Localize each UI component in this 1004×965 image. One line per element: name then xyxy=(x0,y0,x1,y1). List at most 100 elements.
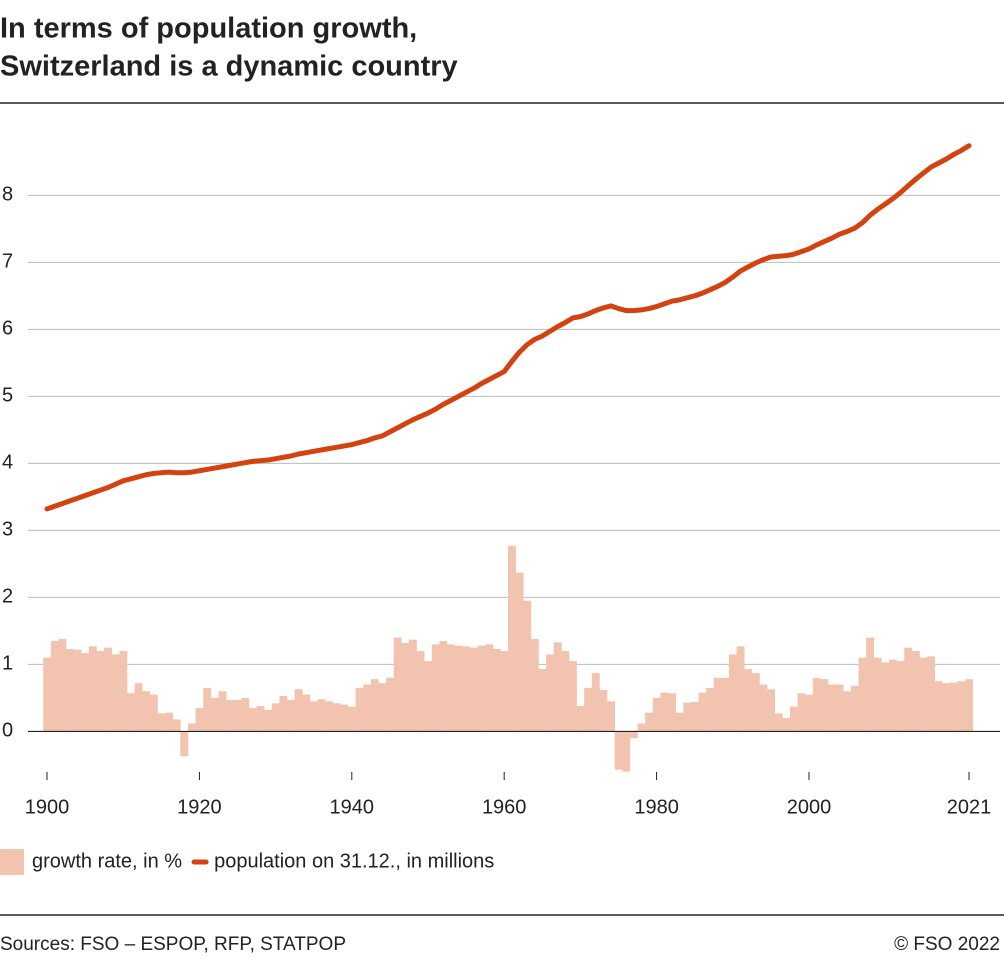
bar xyxy=(949,682,958,732)
bar xyxy=(88,646,97,732)
bar xyxy=(226,699,234,732)
x-tick-label: 1900 xyxy=(25,796,70,818)
bar xyxy=(850,685,859,732)
bar xyxy=(424,661,433,732)
bar xyxy=(690,701,699,732)
bar xyxy=(568,661,577,732)
bar xyxy=(439,640,448,732)
chart-title: In terms of population growth, xyxy=(0,13,417,45)
bar xyxy=(660,692,669,732)
bar xyxy=(271,703,280,732)
bar xyxy=(294,689,303,732)
bar xyxy=(546,654,555,732)
y-tick-label: 5 xyxy=(2,385,13,407)
y-tick-label: 1 xyxy=(2,653,13,675)
bar xyxy=(767,689,775,732)
bar xyxy=(751,673,760,732)
bar xyxy=(645,712,654,732)
bar xyxy=(302,694,311,732)
bar xyxy=(233,699,242,732)
bar xyxy=(462,646,471,732)
bar xyxy=(789,706,798,732)
bar xyxy=(652,697,661,732)
credit: © FSO 2022 xyxy=(894,934,1000,955)
bar xyxy=(347,706,356,732)
bar xyxy=(127,693,135,732)
legend-label: population on 31.12., in millions xyxy=(214,850,494,872)
bar xyxy=(104,647,113,732)
bar xyxy=(728,654,737,732)
bar xyxy=(149,694,158,732)
bar xyxy=(530,638,539,732)
bar xyxy=(469,647,478,732)
y-tick-label: 3 xyxy=(2,519,13,541)
bar xyxy=(447,644,455,732)
bar xyxy=(576,705,585,732)
bar xyxy=(744,669,753,732)
bar xyxy=(622,731,631,772)
bar xyxy=(416,651,425,732)
bar xyxy=(584,687,593,732)
bar xyxy=(386,677,395,732)
x-tick-label: 1960 xyxy=(482,796,527,818)
y-tick-label: 2 xyxy=(2,586,13,608)
bar xyxy=(172,719,181,732)
bar xyxy=(111,654,120,732)
bar xyxy=(713,677,722,732)
bar xyxy=(637,723,646,732)
bar xyxy=(538,669,547,732)
bar xyxy=(340,704,349,732)
bar xyxy=(477,645,486,732)
bar xyxy=(866,637,875,732)
bar xyxy=(812,677,821,732)
bar xyxy=(858,657,867,732)
bar xyxy=(355,687,364,732)
bar xyxy=(828,684,836,732)
bar xyxy=(629,731,638,739)
bar xyxy=(888,659,897,732)
bar xyxy=(736,646,745,732)
x-tick-label: 2021 xyxy=(947,796,992,818)
bar xyxy=(614,731,623,770)
bar xyxy=(721,677,730,732)
bar xyxy=(896,661,905,732)
bar xyxy=(965,679,974,732)
bar xyxy=(73,649,82,732)
bar xyxy=(797,693,806,732)
bar xyxy=(675,712,684,732)
line xyxy=(44,143,972,512)
bar xyxy=(43,657,52,732)
bar xyxy=(805,694,814,732)
bar xyxy=(165,712,174,732)
bar xyxy=(553,642,562,732)
bar xyxy=(668,693,676,732)
bar xyxy=(218,691,227,732)
x-tick-label: 1920 xyxy=(177,796,222,818)
bar xyxy=(454,645,463,732)
bar xyxy=(820,679,829,732)
bar xyxy=(904,647,913,732)
y-tick-label: 7 xyxy=(2,251,13,273)
bar xyxy=(157,713,166,732)
bar xyxy=(911,651,920,732)
bar xyxy=(393,637,402,732)
bar xyxy=(873,657,882,732)
bar xyxy=(782,718,791,732)
bar xyxy=(134,683,143,732)
bar xyxy=(378,683,387,732)
bar xyxy=(698,692,707,732)
bar xyxy=(919,657,928,732)
bar xyxy=(591,673,600,732)
bar xyxy=(203,687,212,732)
y-tick-label: 0 xyxy=(2,720,13,742)
bar xyxy=(599,689,608,732)
bar xyxy=(942,683,951,732)
bar xyxy=(66,649,74,732)
bar xyxy=(248,707,257,732)
bar xyxy=(492,649,501,732)
bar xyxy=(180,731,189,757)
bar xyxy=(881,662,890,732)
bar xyxy=(408,639,417,732)
bar xyxy=(142,691,151,732)
